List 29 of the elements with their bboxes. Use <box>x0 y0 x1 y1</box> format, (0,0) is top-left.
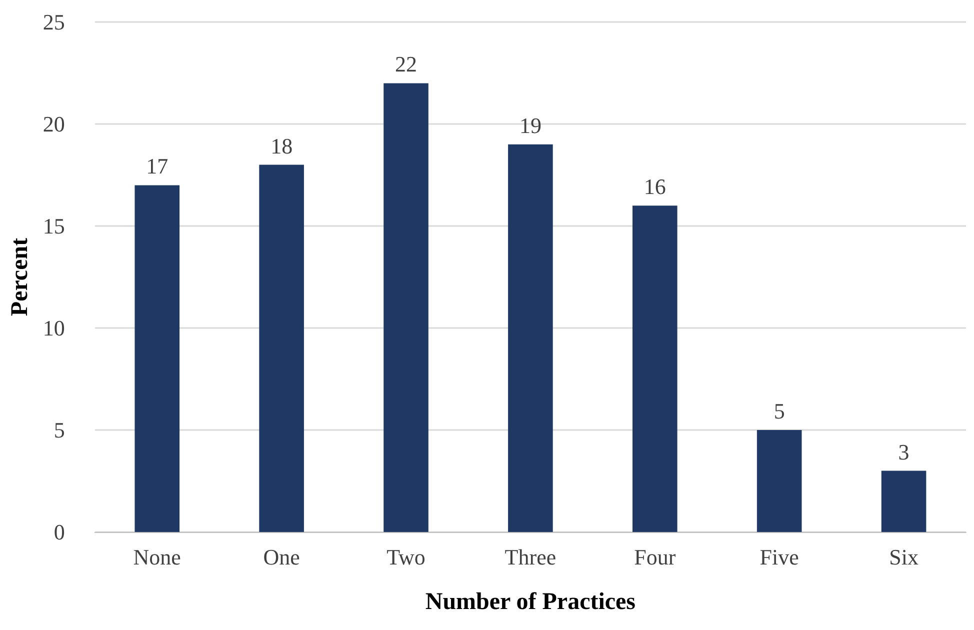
data-label: 3 <box>898 439 910 464</box>
y-tick-label: 15 <box>42 214 65 238</box>
y-axis-title: Percent <box>7 238 33 316</box>
data-label: 18 <box>270 133 293 158</box>
x-tick-label: None <box>133 544 181 570</box>
bar <box>384 83 428 532</box>
y-tick-label: 25 <box>42 10 65 34</box>
x-tick-label: Four <box>634 544 676 570</box>
y-tick-label: 20 <box>42 112 65 136</box>
y-tick-label: 5 <box>54 418 65 442</box>
data-label: 5 <box>774 398 785 424</box>
data-label: 17 <box>146 154 168 179</box>
x-tick-label: Six <box>889 544 918 570</box>
data-label: 19 <box>519 112 542 138</box>
x-tick-label: Five <box>760 544 799 570</box>
data-label: 16 <box>644 174 666 200</box>
bar <box>756 430 802 532</box>
x-axis-title: Number of Practices <box>425 589 636 615</box>
bar <box>134 185 180 532</box>
x-tick-label: One <box>263 544 300 570</box>
bar <box>259 164 304 532</box>
bar <box>508 144 553 532</box>
y-tick-label: 10 <box>42 316 65 340</box>
bar <box>632 206 678 532</box>
bar <box>881 470 926 532</box>
x-tick-label: Three <box>504 544 556 570</box>
y-tick-label: 0 <box>54 520 65 544</box>
x-tick-label: Two <box>386 544 426 570</box>
data-label: 22 <box>395 52 418 77</box>
